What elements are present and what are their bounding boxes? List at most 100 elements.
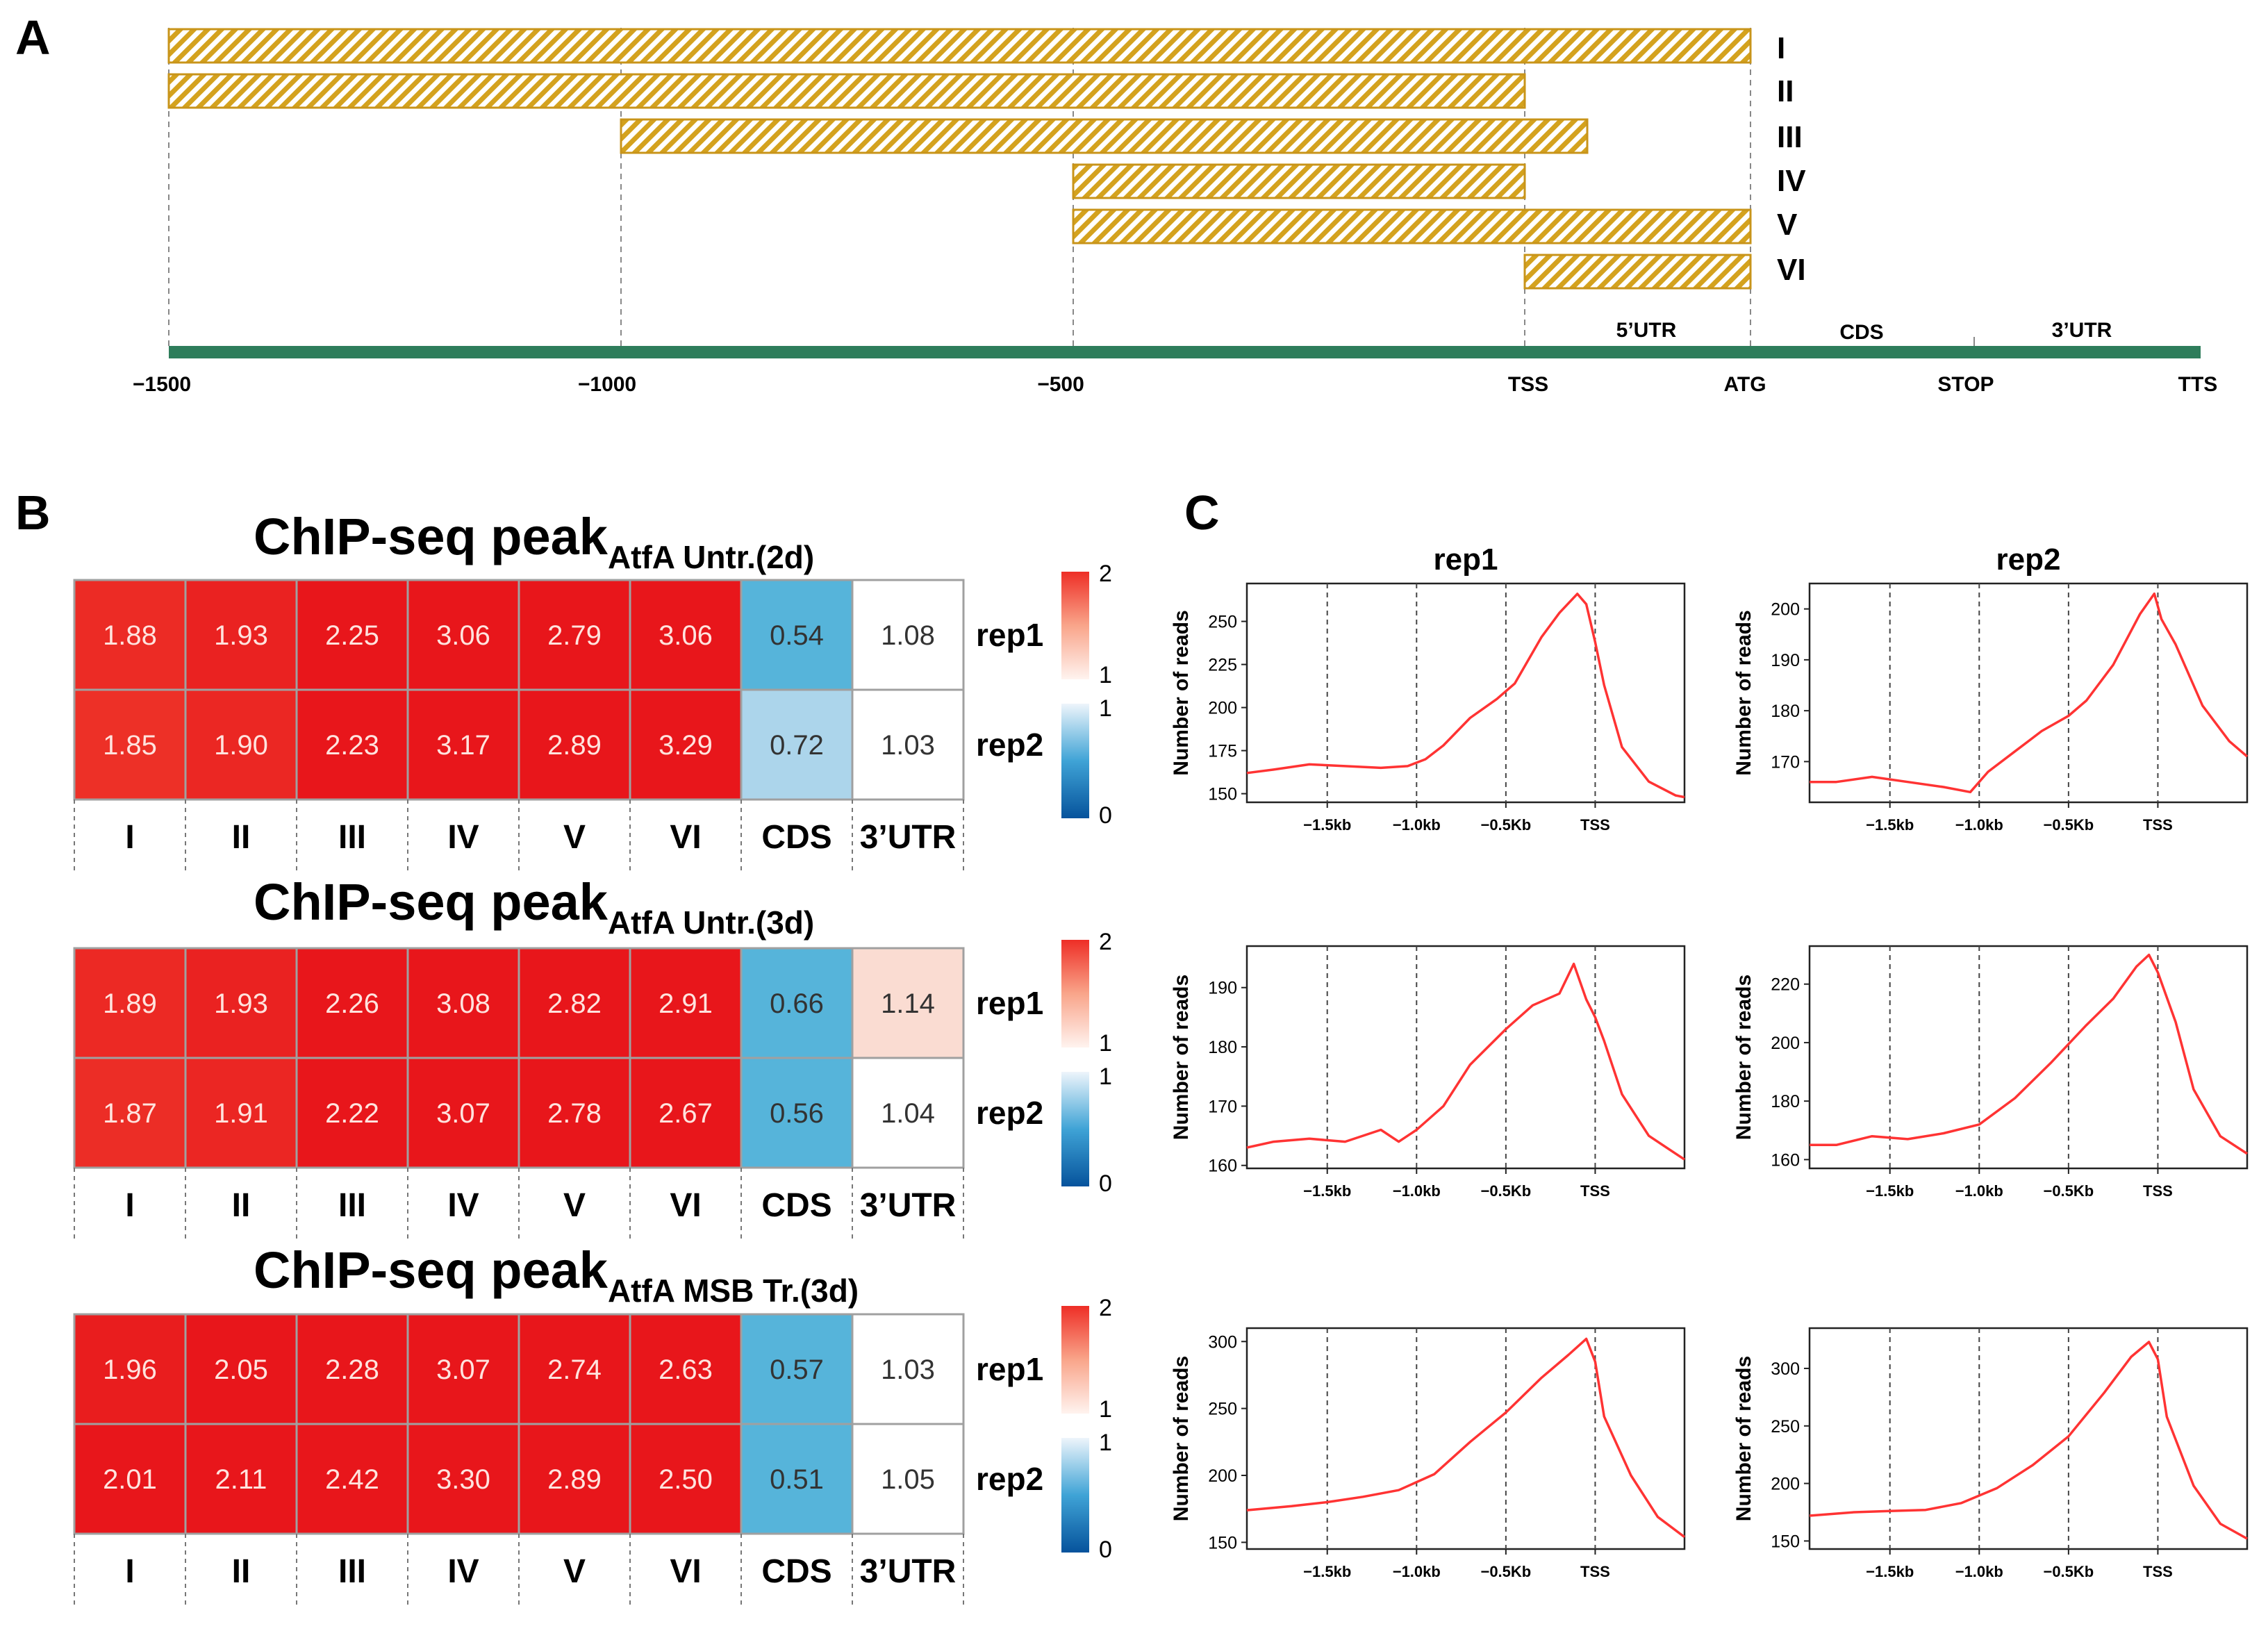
heatmap: ChIP-seq peakAtfA MSB Tr.(3d) 1.96 2.05 2.2…: [73, 1241, 1112, 1609]
y-tick-label: 300: [1771, 1359, 1800, 1379]
heatmap-cell: [295, 1313, 409, 1425]
heatmap-value: 1.87: [103, 1098, 157, 1129]
heatmap-col-label: I: [125, 819, 134, 856]
heatmap-value: 1.96: [103, 1355, 157, 1385]
colorbar-low: [1061, 1438, 1089, 1553]
heatmap-value: 3.08: [436, 988, 490, 1019]
line-chart: −1.5kb −1.0kb −0.5Kb TSS 150 200 250 300 Number …: [1732, 1327, 2249, 1580]
region-bar-i: [167, 28, 1752, 64]
heatmap-value: 2.89: [547, 730, 602, 761]
heatmap-col-label: IV: [447, 1553, 479, 1590]
x-tick-label: −0.5Kb: [2043, 1563, 2094, 1580]
x-tick-label: −1.5kb: [1303, 1563, 1351, 1580]
y-axis-label: Number of reads: [1732, 610, 1755, 775]
heatmap-cell: [184, 947, 298, 1059]
colorbar-tick: 2: [1099, 561, 1112, 587]
heatmap-cell: [518, 579, 631, 691]
heatmap-value: 0.51: [770, 1464, 824, 1495]
y-tick-label: 170: [1771, 752, 1800, 772]
heatmap-cell: [740, 1057, 854, 1169]
colorbar-low: [1061, 1072, 1089, 1186]
chart-title: rep1: [1434, 543, 1498, 577]
colorbar-high: [1061, 572, 1089, 679]
heatmap-value: 2.67: [659, 1098, 713, 1129]
heatmap-value: 2.28: [325, 1355, 379, 1385]
heatmap-value: 0.54: [770, 620, 824, 651]
y-tick-label: 180: [1208, 1038, 1237, 1057]
plot-frame: [1245, 1327, 1686, 1550]
heatmap-value: 3.17: [436, 730, 490, 761]
heatmap-cell: [295, 1423, 409, 1535]
heatmap-value: 2.79: [547, 620, 602, 651]
heatmap-value: 3.06: [659, 620, 713, 651]
y-tick-label: 150: [1208, 1533, 1237, 1553]
colorbar-tick: 2: [1099, 1295, 1112, 1321]
heatmap-col-label: CDS: [761, 819, 831, 856]
heatmap-value: 1.85: [103, 730, 157, 761]
y-tick-label: 300: [1208, 1332, 1237, 1352]
line-chart: −1.5kb −1.0kb −0.5Kb TSS 160 180 200 220 Number …: [1732, 945, 2249, 1200]
heatmap-col-label: 3’UTR: [860, 819, 957, 856]
x-tick-label: −1.5kb: [1303, 816, 1351, 834]
heatmap-row-label: rep2: [976, 727, 1043, 763]
heatmap-cell: [740, 947, 854, 1059]
heatmap-col-label: II: [232, 1553, 251, 1590]
y-tick-label: 200: [1771, 1475, 1800, 1494]
series-line: [1246, 593, 1685, 799]
heatmap-cell: [73, 579, 187, 691]
region-label: I: [1777, 31, 1785, 65]
y-tick-label: 200: [1208, 1466, 1237, 1486]
heatmap-value: 0.66: [770, 988, 824, 1019]
genome-axis: [169, 346, 2201, 358]
y-tick-label: 250: [1208, 1400, 1237, 1419]
heatmap-col-label: I: [125, 1187, 134, 1224]
y-tick-label: 220: [1771, 975, 1800, 995]
colorbar-tick: 0: [1099, 1170, 1112, 1197]
colorbar-tick: 0: [1099, 802, 1112, 829]
heatmap-col-label: VI: [670, 1553, 701, 1590]
y-tick-label: 175: [1208, 742, 1237, 761]
line-chart: −1.5kb −1.0kb −0.5Kb TSS 150 175 200 225 250 Numb…: [1170, 543, 1686, 834]
heatmap-col-label: 3’UTR: [860, 1187, 957, 1224]
y-tick-label: 225: [1208, 656, 1237, 675]
plot-frame: [1808, 1327, 2249, 1550]
y-tick-label: 200: [1771, 1034, 1800, 1053]
heatmap-value: 2.11: [215, 1464, 267, 1495]
x-tick-label: TSS: [1580, 816, 1610, 834]
heatmap-row-label: rep2: [976, 1095, 1043, 1131]
y-axis-label: Number of reads: [1170, 610, 1193, 775]
x-tick-label: −1.5kb: [1303, 1182, 1351, 1200]
region-label: II: [1777, 74, 1794, 108]
y-tick-label: 170: [1208, 1097, 1237, 1116]
heatmap-value: 3.30: [436, 1464, 490, 1495]
heatmap-cell: [73, 1423, 187, 1535]
heatmap-value: 2.50: [659, 1464, 713, 1495]
plot-frame: [1808, 582, 2249, 804]
x-tick-label: −0.5Kb: [1480, 1182, 1531, 1200]
heatmap-col-label: I: [125, 1553, 134, 1590]
x-tick-label: −0.5Kb: [2043, 1182, 2094, 1200]
heatmap-col-label: V: [563, 819, 586, 856]
heatmap-value: 0.72: [770, 730, 824, 761]
heatmap-value: 1.89: [103, 988, 157, 1019]
heatmap-cell: [629, 1057, 743, 1169]
heatmap-value: 3.06: [436, 620, 490, 651]
x-tick-label: −0.5Kb: [1480, 816, 1531, 834]
heatmap-value: 1.14: [881, 988, 935, 1019]
heatmap-value: 0.57: [770, 1355, 824, 1385]
region-bar-vi: [1523, 254, 1752, 290]
heatmap-row-label: rep1: [976, 1351, 1043, 1387]
heatmap-cell: [184, 579, 298, 691]
colorbar-low: [1061, 704, 1089, 818]
heatmap-col-label: III: [338, 1187, 366, 1224]
heatmap-cell: [295, 1057, 409, 1169]
region-bar-iv: [1072, 163, 1526, 199]
heatmap-cell: [740, 1313, 854, 1425]
line-chart: −1.5kb −1.0kb −0.5Kb TSS 160 170 180 190 Number …: [1170, 945, 1686, 1200]
heatmap-cell: [851, 1423, 965, 1535]
heatmap-col-label: VI: [670, 1187, 701, 1224]
heatmap-col-label: IV: [447, 819, 479, 856]
region-bar-ii: [167, 73, 1526, 109]
heatmap-panel: ChIP-seq peakAtfA Untr.(2d) 1.88 1.93 2.25 3…: [73, 508, 1112, 1609]
